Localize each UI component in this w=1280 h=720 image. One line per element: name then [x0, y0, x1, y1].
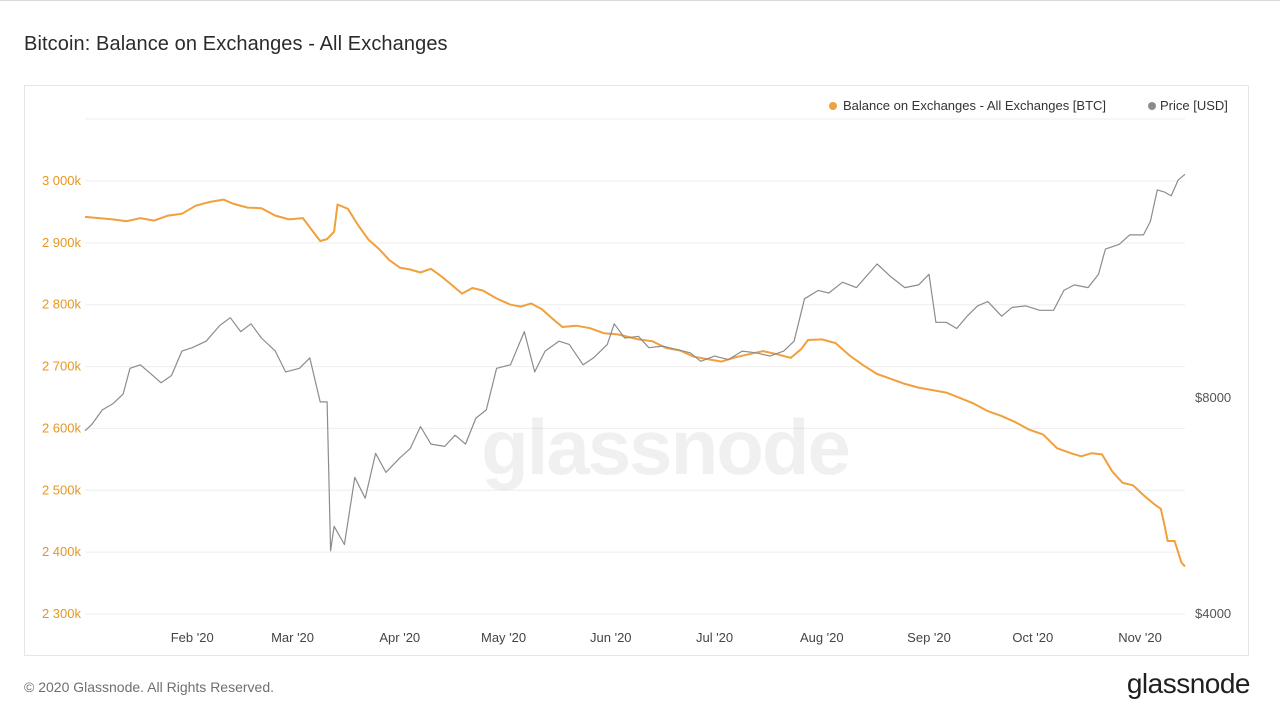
x-tick-label: May '20	[481, 630, 526, 645]
y-right-tick-label: $8000	[1195, 390, 1231, 405]
series-line-balance	[84, 198, 1186, 568]
x-tick-label: Jun '20	[590, 630, 632, 645]
legend-label-price: Price [USD]	[1160, 98, 1228, 113]
legend-marker-balance	[829, 102, 837, 110]
y-left-tick-label: 2 800k	[42, 297, 82, 312]
y-left-tick-label: 2 900k	[42, 235, 82, 250]
x-tick-label: Apr '20	[379, 630, 420, 645]
glassnode-logo[interactable]: glassnode	[1126, 668, 1251, 699]
legend-marker-price	[1148, 102, 1156, 110]
series-line-price	[84, 173, 1186, 552]
x-tick-label: Feb '20	[171, 630, 214, 645]
legend-item-price[interactable]: Price [USD]	[1148, 98, 1228, 113]
x-tick-label: Oct '20	[1012, 630, 1053, 645]
chart-svg: 2 300k 2 400k 2 500k 2 600k 2 700k 2 800k 2 90…	[42, 98, 1231, 645]
x-tick-label: Sep '20	[907, 630, 951, 645]
y-left-tick-label: 3 000k	[42, 173, 82, 188]
y-left-tick-label: 2 400k	[42, 544, 82, 559]
footer-copyright: © 2020 Glassnode. All Rights Reserved.	[24, 679, 275, 695]
y-left-tick-label: 2 600k	[42, 420, 82, 435]
y-right-tick-label: $4000	[1195, 606, 1231, 621]
chart-card: 2 300k 2 400k 2 500k 2 600k 2 700k 2 800k 2 90…	[24, 85, 1249, 656]
y-left-tick-label: 2 500k	[42, 482, 82, 497]
x-tick-label: Nov '20	[1118, 630, 1162, 645]
x-tick-label: Jul '20	[696, 630, 733, 645]
legend-label-balance: Balance on Exchanges - All Exchanges [BT…	[843, 98, 1106, 113]
x-tick-label: Aug '20	[800, 630, 844, 645]
y-left-tick-label: 2 700k	[42, 359, 82, 374]
y-left-tick-label: 2 300k	[42, 606, 82, 621]
x-tick-label: Mar '20	[271, 630, 314, 645]
legend-item-balance[interactable]: Balance on Exchanges - All Exchanges [BT…	[829, 98, 1106, 113]
page-title: Bitcoin: Balance on Exchanges - All Exch…	[24, 33, 448, 55]
top-divider	[0, 0, 1280, 1]
